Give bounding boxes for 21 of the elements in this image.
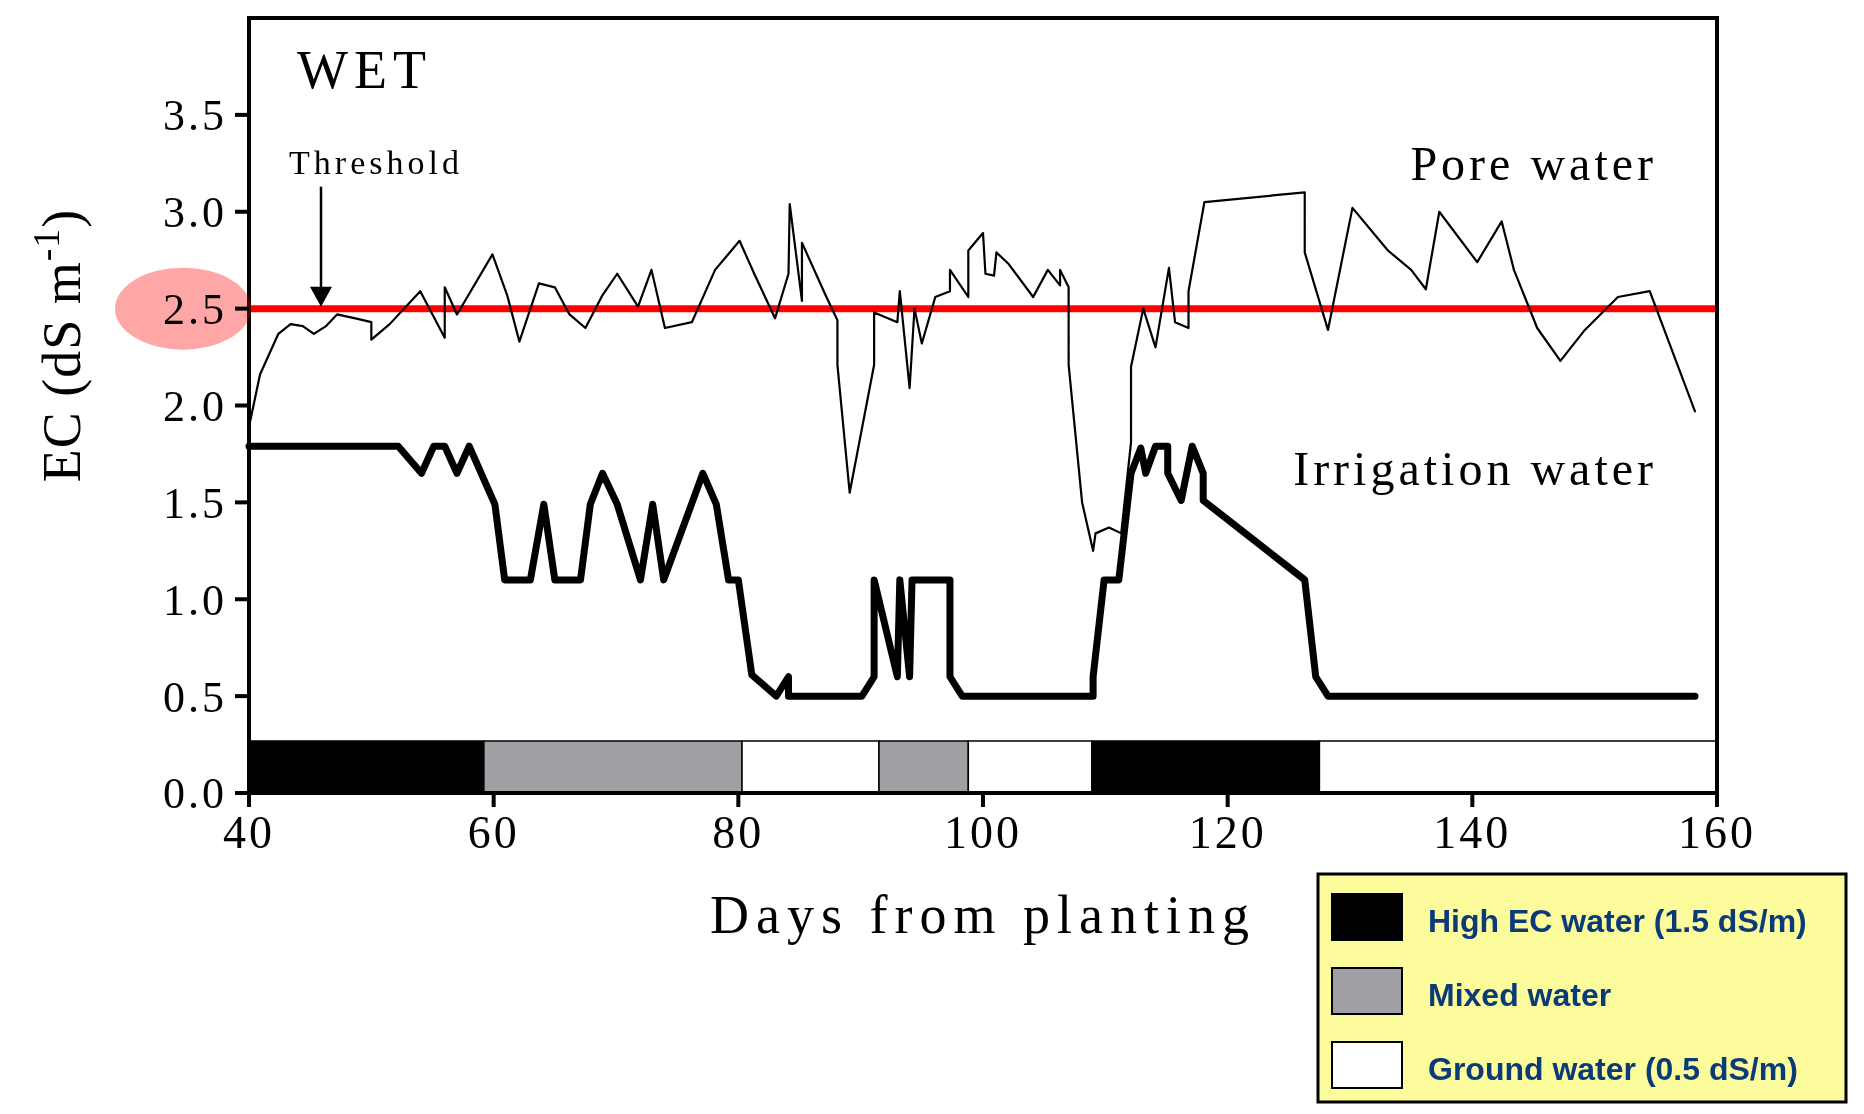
y-tick-label: 1.5: [163, 478, 227, 528]
y-tick-label: 0.5: [163, 672, 227, 722]
x-tick-label: 100: [944, 807, 1022, 858]
x-tick-label: 60: [467, 807, 520, 858]
annotation: WET: [297, 40, 432, 100]
legend-label: Ground water (0.5 dS/m): [1428, 1051, 1798, 1087]
x-axis-title: Days from planting: [710, 885, 1256, 945]
y-tick-label: 1.0: [163, 575, 227, 625]
legend-label: Mixed water: [1428, 977, 1612, 1013]
annotation: Threshold: [289, 143, 463, 181]
y-tick-label: 2.0: [163, 381, 227, 431]
x-tick-label: 120: [1188, 807, 1267, 858]
x-tick-label: 160: [1678, 807, 1756, 858]
series-label: Irrigation water: [1293, 442, 1657, 495]
y-tick-label: 3.0: [163, 188, 227, 238]
x-tick-label: 80: [712, 807, 765, 858]
legend-label: High EC water (1.5 dS/m): [1428, 903, 1807, 939]
y-tick-label: 3.5: [163, 91, 227, 141]
y-tick-label: 2.5: [163, 285, 227, 335]
series-label: Pore water: [1410, 137, 1657, 190]
x-tick-label: 140: [1433, 807, 1512, 858]
